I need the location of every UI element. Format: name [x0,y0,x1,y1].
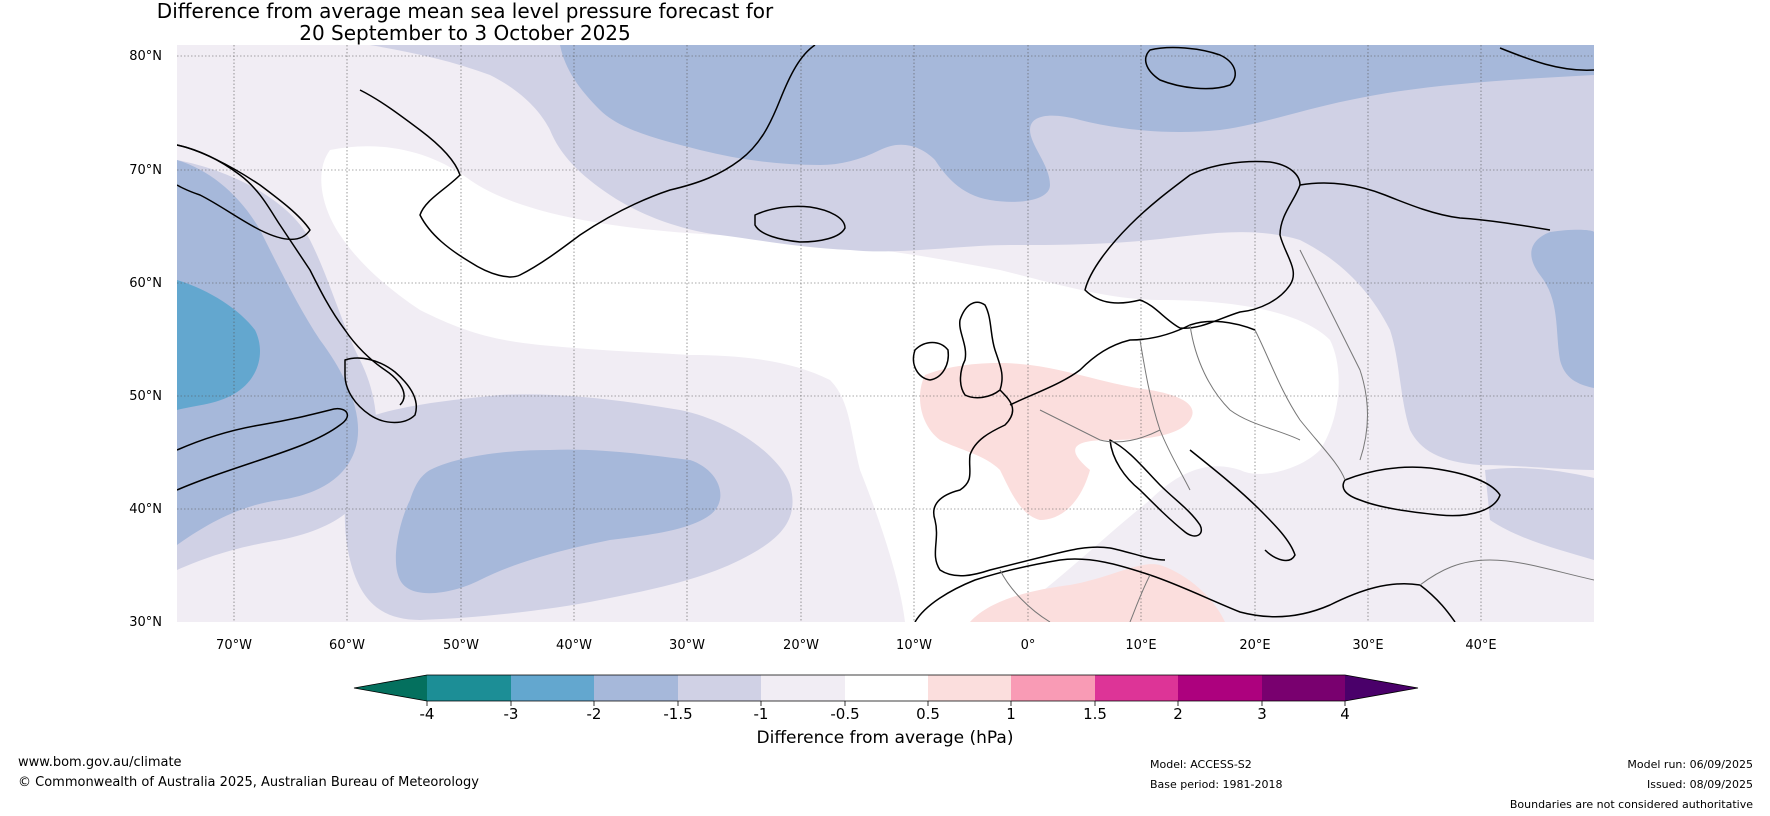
anomaly-region-neutral-atlantic [321,146,1339,622]
border-middle-east [1419,559,1594,586]
colorbar-segment-neg2-neg1-5 [594,675,678,701]
lon-label-20e: 20°E [1239,638,1270,653]
colorbar-arrow-low [354,675,427,701]
coastline-north-europe [1009,320,1256,406]
border-europe-4 [1254,329,1346,481]
coastline-iceland [754,205,846,243]
footer-base-period: Base period: 1981-2018 [1150,778,1283,791]
lon-label-10w: 10°W [896,638,932,653]
footer-model: Model: ACCESS-S2 [1150,758,1252,771]
colorbar-tick-label: -0.5 [830,705,859,723]
colorbar-segment-0-5-1 [928,675,1011,701]
lat-label-30n: 30°N [129,615,162,630]
border-north-africa-2 [1129,574,1151,622]
anomaly-region-neg2-west [177,160,359,545]
anomaly-region-neg2-north [560,45,1594,202]
colorbar-tick-label: 3 [1257,705,1267,723]
map-title-line-1: Difference from average mean sea level p… [156,0,774,23]
lat-label-50n: 50°N [129,389,162,404]
coastline-greenland [359,45,816,278]
coastline-italy [1109,439,1202,537]
anomaly-region-neg2-central [395,449,721,594]
colorbar: -4 -3 -2 -1.5 -1 -0.5 0.5 1 1.5 2 3 4 [353,674,1419,723]
footer-boundaries-note: Boundaries are not considered authoritat… [1509,798,1753,811]
anomaly-region-pos0-5-europe [920,363,1193,520]
country-borders [999,249,1594,622]
colorbar-tick-label: -2 [587,705,602,723]
lon-label-40e: 40°E [1465,638,1496,653]
lon-label-10e: 10°E [1125,638,1156,653]
colorbar-segment-neg3-neg2 [511,675,594,701]
coastline-svalbard [1144,46,1236,90]
coastline-levant [1419,584,1456,622]
coastline-north-africa [914,558,1421,622]
coastline-kola [1299,182,1551,231]
coastline-labrador [177,144,405,406]
colorbar-tick-label: 0.5 [916,705,940,723]
footer-url: www.bom.gov.au/climate [18,755,182,770]
graticule [177,45,1594,622]
colorbar-segment-neg0-5-0-5 [845,675,928,701]
border-north-africa [999,569,1051,622]
colorbar-tick-label: -3 [504,705,519,723]
lat-label-70n: 70°N [129,163,162,178]
colorbar-tick-labels: -4 -3 -2 -1.5 -1 -0.5 0.5 1 1.5 2 3 4 [420,705,1350,723]
colorbar-tick-label: -1 [754,705,769,723]
lat-label-60n: 60°N [129,276,162,291]
colorbar-tick-label: -4 [420,705,435,723]
coastline-newfoundland [344,357,417,424]
lat-label-40n: 40°N [129,502,162,517]
colorbar-tick-label: 1 [1006,705,1016,723]
colorbar-ticks [426,701,1346,706]
lon-label-30w: 30°W [669,638,705,653]
border-russia-west [1299,249,1368,461]
coastline-western-europe [933,389,1166,577]
colorbar-caption: Difference from average (hPa) [756,728,1014,748]
lon-label-40w: 40°W [556,638,592,653]
colorbar-segment-1-1-5 [1011,675,1095,701]
coastline-nova-scotia [177,408,349,491]
lon-label-0: 0° [1021,638,1036,653]
colorbar-tick-label: 1.5 [1083,705,1107,723]
colorbar-segment-neg4-neg3 [427,675,511,701]
coastline-scandinavia [1084,160,1301,329]
colorbar-segment-2-3 [1178,675,1262,701]
footer-issued: Issued: 08/09/2025 [1646,778,1753,791]
lon-label-30e: 30°E [1352,638,1383,653]
coastline-black-sea [1342,466,1501,517]
colorbar-arrow-high [1345,675,1418,701]
coastline-baffin [177,144,311,241]
map-title-line-2: 20 September to 3 October 2025 [299,21,631,45]
coastlines [177,45,1594,622]
colorbar-segment-neg1-neg0-5 [761,675,845,701]
coastline-novaya-zemlya [1499,47,1594,71]
anomaly-region-neg1-5-southeast [1485,467,1594,560]
footer-copyright: © Commonwealth of Australia 2025, Austra… [18,775,479,790]
colorbar-tick-label: 4 [1340,705,1350,723]
longitude-labels: 70°W 60°W 50°W 40°W 30°W 20°W 10°W 0° 10… [216,638,1497,653]
colorbar-segment-1-5-2 [1095,675,1178,701]
border-europe-1 [1039,409,1161,443]
colorbar-tick-label: -1.5 [663,705,692,723]
colorbar-segment-3-4 [1262,675,1345,701]
border-europe-2 [1139,339,1191,491]
lon-label-50w: 50°W [443,638,479,653]
coastline-balkans [1189,449,1296,562]
footer-model-run: Model run: 06/09/2025 [1627,758,1753,771]
lon-label-60w: 60°W [329,638,365,653]
coastline-ireland [912,341,950,381]
colorbar-tick-label: 2 [1173,705,1183,723]
border-europe-3 [1189,324,1301,441]
anomaly-region-neg1-5-north [370,45,1594,470]
lon-label-70w: 70°W [216,638,252,653]
anomaly-region-neg3-labrador [177,280,260,410]
anomaly-region-neg2-northeast [1531,229,1594,388]
latitude-labels: 80°N 70°N 60°N 50°N 40°N 30°N [129,49,162,630]
colorbar-segment-neg1-5-neg1 [678,675,761,701]
lon-label-20w: 20°W [783,638,819,653]
anomaly-shading [177,45,1594,622]
lat-label-80n: 80°N [129,49,162,64]
